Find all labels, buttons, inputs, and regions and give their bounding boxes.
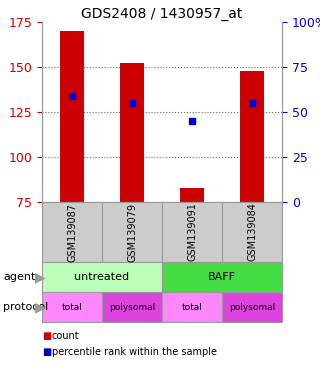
Text: GSM139087: GSM139087 [67, 202, 77, 262]
Text: polysomal: polysomal [109, 303, 155, 311]
Bar [240, 71, 264, 202]
Text: ■: ■ [42, 331, 51, 341]
Text: polysomal: polysomal [229, 303, 275, 311]
Bar [120, 63, 144, 202]
Text: GSM139084: GSM139084 [247, 203, 257, 262]
Text: ■: ■ [42, 347, 51, 357]
Bar [180, 188, 204, 202]
Text: total: total [181, 303, 203, 311]
Text: ▶: ▶ [35, 300, 45, 314]
Text: untreated: untreated [75, 272, 130, 282]
Text: GSM139091: GSM139091 [187, 203, 197, 262]
Text: BAFF: BAFF [208, 272, 236, 282]
Text: GSM139079: GSM139079 [127, 202, 137, 262]
Text: ▶: ▶ [35, 270, 45, 284]
Text: agent: agent [3, 272, 36, 282]
Text: percentile rank within the sample: percentile rank within the sample [52, 347, 217, 357]
Text: count: count [52, 331, 80, 341]
Text: total: total [61, 303, 83, 311]
Text: protocol: protocol [3, 302, 48, 312]
Bar [60, 31, 84, 202]
Title: GDS2408 / 1430957_at: GDS2408 / 1430957_at [81, 7, 243, 21]
